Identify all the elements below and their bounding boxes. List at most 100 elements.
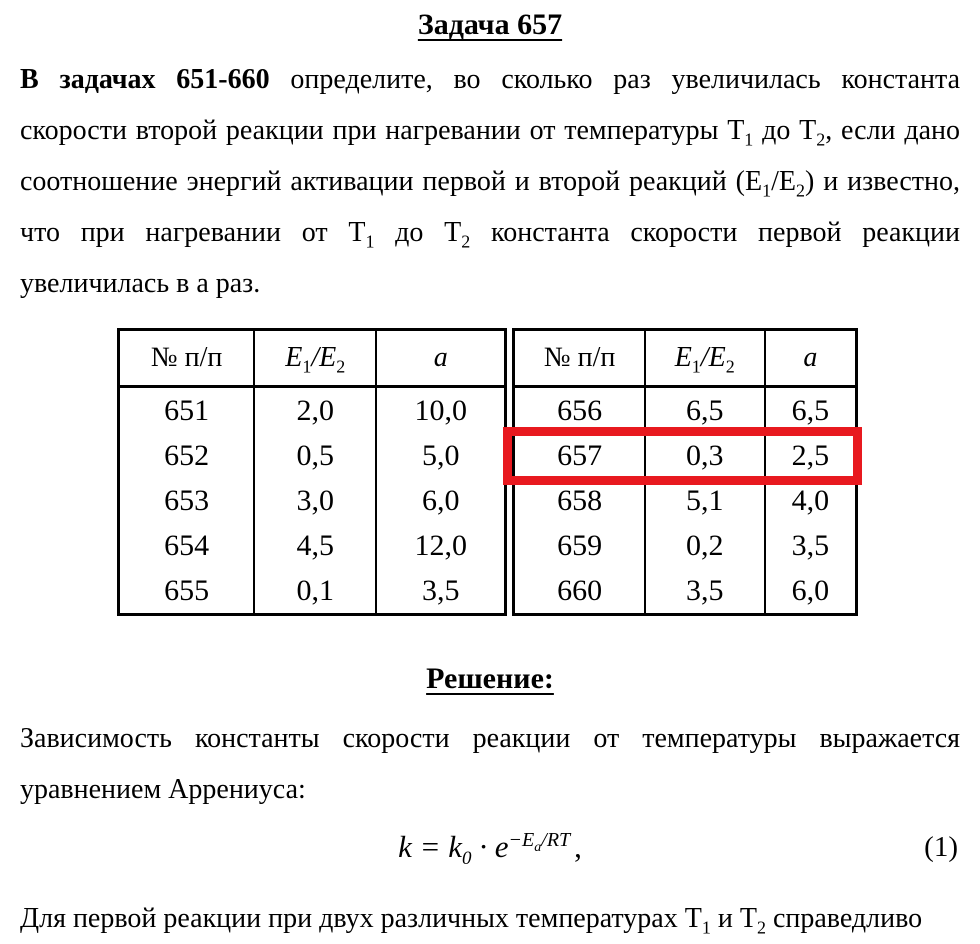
table-cell: 653 — [117, 478, 256, 523]
header-e-sub: 2 — [725, 356, 735, 377]
divide-slash: / — [541, 829, 547, 851]
header-e: E — [708, 342, 726, 373]
column-header-number: № п/п — [117, 329, 256, 388]
subscript-t2: 2 — [461, 231, 471, 252]
table-cell: 3,5 — [763, 523, 858, 568]
var-e: e — [494, 829, 509, 864]
column-header-ratio: E1/E2 — [643, 329, 766, 388]
header-e: E — [319, 342, 337, 373]
table-cell: 5,0 — [375, 433, 507, 478]
table-cell: 2,5 — [763, 433, 858, 478]
problem-text: до Т — [753, 115, 817, 146]
table-row: 652 0,5 5,0 — [117, 433, 507, 478]
header-e: E — [674, 342, 692, 373]
table-cell: 657 — [512, 433, 646, 478]
arrhenius-equation: k = k0 · e−Ea/RT, — [398, 821, 582, 868]
header-e-sub: 1 — [691, 356, 701, 377]
subscript-t1: 1 — [744, 129, 754, 150]
column-header-a: a — [763, 329, 858, 388]
table-cell: 3,5 — [643, 568, 766, 615]
subscript-t1: 1 — [701, 917, 711, 938]
table-cell: 0,1 — [253, 568, 378, 615]
table-row: 656 6,5 6,5 — [512, 386, 858, 433]
table-cell: 6,0 — [375, 478, 507, 523]
var-ea-sub: a — [534, 840, 542, 855]
table-row: 655 0,1 3,5 — [117, 568, 507, 615]
subscript-t2: 2 — [756, 917, 766, 938]
var-rt: RT — [546, 829, 571, 851]
subscript-e2: 2 — [795, 180, 805, 201]
problem-text: до Т — [374, 217, 462, 248]
problem-text: определите, во сколько раз увеличилась к… — [20, 64, 960, 146]
table-cell: 6,5 — [763, 386, 858, 433]
table-cell: 0,5 — [253, 433, 378, 478]
equals-sign: = — [411, 829, 449, 864]
table-cell: 658 — [512, 478, 646, 523]
table-cell: 6,0 — [763, 568, 858, 615]
table-header-row: № п/п E1/E2 a — [117, 329, 507, 388]
table-row: 658 5,1 4,0 — [512, 478, 858, 523]
problem-statement: В задачах 651-660 определите, во сколько… — [0, 54, 980, 309]
comma: , — [574, 829, 582, 864]
table-cell: 651 — [117, 386, 256, 433]
minus-sign: − — [508, 829, 523, 851]
header-e-sub: 1 — [302, 356, 312, 377]
table-row: 660 3,5 6,0 — [512, 568, 858, 615]
column-header-a: a — [375, 329, 507, 388]
table-cell: 660 — [512, 568, 646, 615]
table-cell: 654 — [117, 523, 256, 568]
table-cell: 0,2 — [643, 523, 766, 568]
table-cell: 656 — [512, 386, 646, 433]
table-cell: 12,0 — [375, 523, 507, 568]
header-e-sub: 2 — [336, 356, 346, 377]
table-header-row: № п/п E1/E2 a — [512, 329, 858, 388]
header-slash: / — [311, 342, 320, 373]
table-cell: 6,5 — [643, 386, 766, 433]
table-row: 659 0,2 3,5 — [512, 523, 858, 568]
var-k0: k — [448, 829, 463, 864]
exponent: −Ea/RT — [508, 829, 571, 855]
problem-text: ) и известно, что при нагревании от Т — [20, 166, 960, 248]
subscript-t1: 1 — [365, 231, 375, 252]
var-k: k — [398, 829, 412, 864]
equation-number: (1) — [924, 831, 958, 863]
closing-paragraph: Для первой реакции при двух различных те… — [0, 893, 980, 944]
closing-text: Для первой реакции при двух различных те… — [20, 903, 702, 934]
closing-text: и Т — [710, 903, 757, 934]
solution-heading: Решение: — [426, 662, 554, 695]
subscript-t2: 2 — [816, 129, 826, 150]
var-ea: E — [522, 829, 535, 851]
page-title: Задача 657 — [417, 8, 563, 41]
data-table-section: № п/п E1/E2 a 651 2,0 10,0 652 0,5 5,0 653 3,0 6… — [117, 328, 862, 616]
table-cell: 652 — [117, 433, 256, 478]
table-row: 657 0,3 2,5 — [512, 433, 858, 478]
data-table-left: № п/п E1/E2 a 651 2,0 10,0 652 0,5 5,0 653 3,0 6… — [117, 328, 508, 616]
column-header-ratio: E1/E2 — [253, 329, 378, 388]
table-row: 654 4,5 12,0 — [117, 523, 507, 568]
table-cell: 5,1 — [643, 478, 766, 523]
header-slash: / — [700, 342, 709, 373]
problem-text: , если дано соотношение энергий активаци… — [20, 115, 960, 197]
table-row: 653 3,0 6,0 — [117, 478, 507, 523]
table-cell: 0,3 — [643, 433, 766, 478]
document-page: Задача 657 В задачах 651-660 определите,… — [0, 8, 980, 937]
table-cell: 3,5 — [375, 568, 507, 615]
closing-text: справедливо — [765, 903, 923, 934]
subscript-e1: 1 — [762, 180, 772, 201]
equation-block: k = k0 · e−Ea/RT, (1) — [0, 821, 980, 879]
table-cell: 10,0 — [375, 386, 507, 433]
multiply-dot: · — [471, 829, 495, 864]
table-cell: 4,5 — [253, 523, 378, 568]
problem-text: /Е — [771, 166, 796, 197]
table-cell: 3,0 — [253, 478, 378, 523]
data-table-right: № п/п E1/E2 a 656 6,5 6,5 657 0,3 2,5 658 5,1 4,… — [512, 328, 858, 616]
solution-intro: Зависимость константы скорости реакции о… — [20, 723, 960, 805]
var-k0-sub: 0 — [462, 848, 472, 870]
header-e: E — [285, 342, 303, 373]
table-cell: 4,0 — [763, 478, 858, 523]
problem-lead-bold: В задачах 651-660 — [20, 64, 270, 95]
table-row: 651 2,0 10,0 — [117, 386, 507, 433]
table-cell: 659 — [512, 523, 646, 568]
table-cell: 2,0 — [253, 386, 378, 433]
column-header-number: № п/п — [512, 329, 646, 388]
